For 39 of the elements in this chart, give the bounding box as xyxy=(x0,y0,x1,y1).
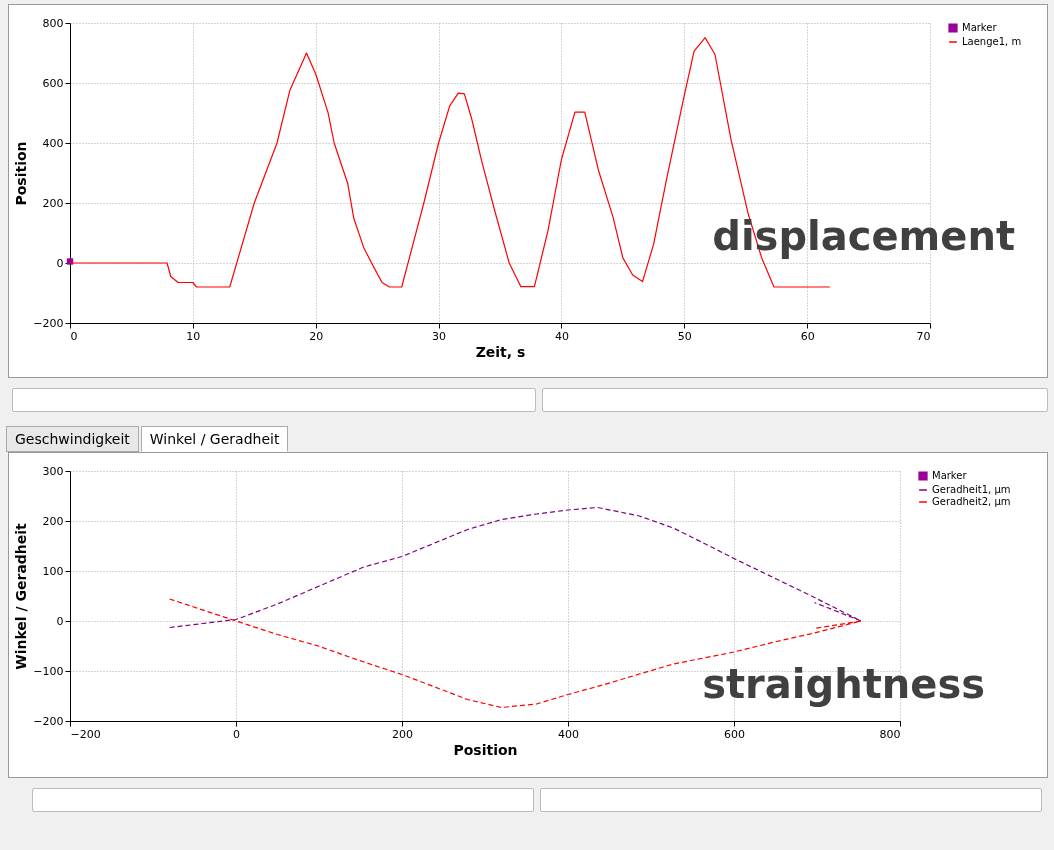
y-tick-label: 400 xyxy=(42,136,64,150)
x-tick-label: 200 xyxy=(392,727,413,741)
text: Winkel / Geradheit xyxy=(140,426,289,452)
x-tick-label: 30 xyxy=(432,329,447,343)
x-tick-label: 800 xyxy=(879,727,901,741)
legend-label: Marker xyxy=(962,22,998,33)
legend-label: Marker xyxy=(932,470,968,481)
annotation: straightness xyxy=(702,661,985,707)
y-tick-label: 200 xyxy=(42,514,64,528)
x-tick-label: 10 xyxy=(186,329,201,343)
x-tick-label: 70 xyxy=(916,329,931,343)
y-tick-label: 200 xyxy=(42,196,64,210)
y-tick-label: 0 xyxy=(56,614,64,628)
text: Geschwindigkeit xyxy=(6,426,139,452)
line-series xyxy=(169,506,862,629)
x-tick-label: 0 xyxy=(70,329,78,343)
y-tick-label: 100 xyxy=(42,564,64,578)
x-tick-label: 50 xyxy=(677,329,692,343)
y-tick-label: −200 xyxy=(33,316,64,330)
x-axis-title: Position xyxy=(453,741,518,758)
y-tick-label: 0 xyxy=(56,256,64,270)
y-tick-label: 300 xyxy=(42,464,64,478)
x-tick-label: 20 xyxy=(309,329,324,343)
y-axis-title: Winkel / Geradheit xyxy=(13,522,30,670)
y-tick-label: 800 xyxy=(42,16,64,30)
y-tick-label: −200 xyxy=(33,714,64,728)
y-tick-label: −100 xyxy=(33,664,64,678)
x-tick-label: 0 xyxy=(233,727,240,741)
x-tick-label: 400 xyxy=(558,727,579,741)
x-tick-label: −200 xyxy=(70,727,101,741)
legend-label: Geradheit2, µm xyxy=(932,496,1011,507)
y-tick-label: 600 xyxy=(42,76,64,90)
x-tick-label: 60 xyxy=(800,329,815,343)
legend-label: Laenge1, m xyxy=(962,36,1022,47)
y-axis-title: Position xyxy=(13,141,30,206)
legend-label: Geradheit1, µm xyxy=(932,484,1011,495)
x-axis-title: Zeit, s xyxy=(475,343,526,360)
x-tick-label: 600 xyxy=(724,727,745,741)
x-tick-label: 40 xyxy=(554,329,569,343)
